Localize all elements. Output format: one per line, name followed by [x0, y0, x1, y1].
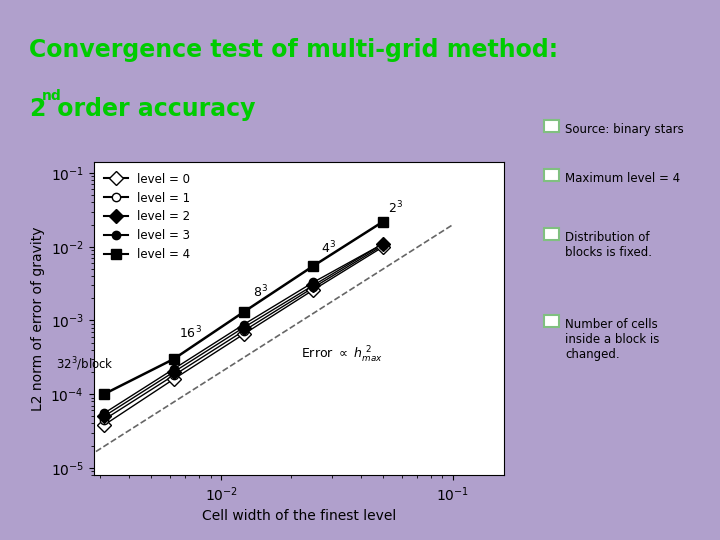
Text: $4^3$: $4^3$ [321, 239, 336, 256]
Text: $2^3$: $2^3$ [388, 199, 403, 216]
Text: Error $\propto$ $h_{max}^{\ 2}$: Error $\propto$ $h_{max}^{\ 2}$ [300, 345, 382, 365]
Text: $8^3$: $8^3$ [253, 284, 268, 300]
Text: Convergence test of multi-grid method:: Convergence test of multi-grid method: [29, 38, 558, 62]
Text: 2: 2 [29, 97, 45, 121]
Y-axis label: L2 norm of error of gravity: L2 norm of error of gravity [31, 226, 45, 411]
Text: $32^3$/block: $32^3$/block [56, 355, 114, 373]
Text: Number of cells
inside a block is
changed.: Number of cells inside a block is change… [565, 318, 660, 361]
Text: order accuracy: order accuracy [49, 97, 256, 121]
Text: nd: nd [42, 89, 61, 103]
Legend: level = 0, level = 1, level = 2, level = 3, level = 4: level = 0, level = 1, level = 2, level =… [99, 168, 195, 266]
Text: Distribution of
blocks is fixed.: Distribution of blocks is fixed. [565, 231, 652, 259]
Text: $16^3$: $16^3$ [179, 325, 202, 341]
X-axis label: Cell width of the finest level: Cell width of the finest level [202, 509, 396, 523]
Text: Maximum level = 4: Maximum level = 4 [565, 172, 680, 185]
Text: Source: binary stars: Source: binary stars [565, 123, 684, 136]
